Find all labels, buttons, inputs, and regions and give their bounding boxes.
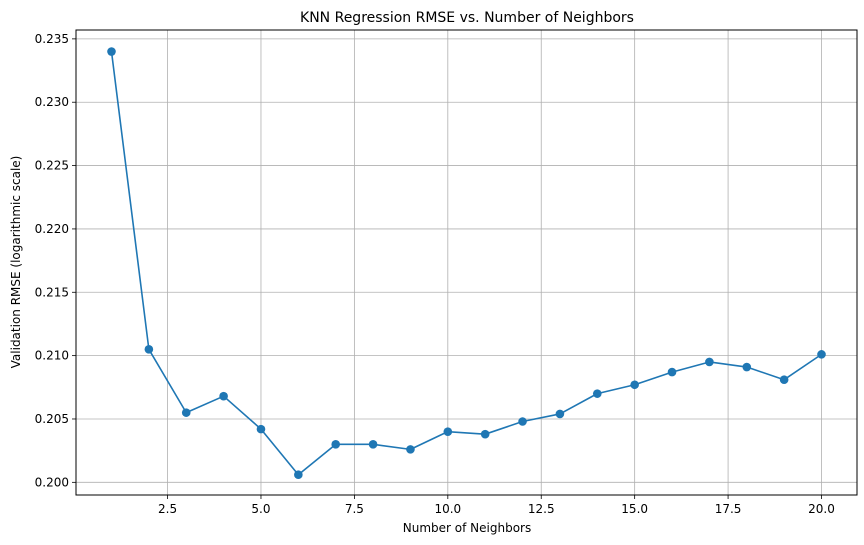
y-tick-label: 0.230 (35, 95, 69, 109)
data-point (518, 417, 527, 426)
data-point (630, 380, 639, 390)
ticks: 2.5 5.0 7.5 10.0 12.5 15.0 17.5 20.0 0.200 0.205 0… (35, 32, 835, 516)
data-point (331, 440, 341, 449)
data-point (817, 350, 826, 359)
y-tick-label: 0.225 (35, 159, 69, 173)
y-tick-label: 0.210 (35, 349, 69, 363)
x-axis-label: Number of Neighbors (403, 521, 531, 535)
y-tick-label: 0.200 (35, 475, 69, 489)
data-point (294, 470, 303, 480)
x-tick-label: 12.5 (528, 502, 555, 516)
data-point (368, 440, 378, 449)
data-point (144, 344, 154, 354)
data-point (443, 427, 453, 436)
data-point (592, 389, 602, 398)
x-tick-label: 5.0 (251, 502, 270, 516)
x-tick-label: 15.0 (621, 502, 648, 516)
data-point (779, 375, 789, 385)
series-line (110, 51, 822, 476)
x-tick-label: 10.0 (434, 502, 461, 516)
y-tick-label: 0.215 (35, 285, 69, 299)
data-point (219, 391, 228, 401)
y-tick-label: 0.205 (35, 412, 69, 426)
data-point (256, 424, 266, 434)
y-tick-label: 0.220 (35, 222, 69, 236)
x-tick-label: 17.5 (715, 502, 742, 516)
x-tick-label: 20.0 (808, 502, 835, 516)
series (107, 47, 826, 480)
data-point (181, 408, 191, 417)
data-point (705, 357, 714, 367)
data-point (742, 362, 752, 372)
chart-title: KNN Regression RMSE vs. Number of Neighb… (300, 10, 634, 26)
data-point (107, 47, 116, 56)
data-point (480, 429, 490, 439)
data-point (667, 367, 677, 377)
x-tick-label: 2.5 (158, 502, 177, 516)
grid (76, 30, 857, 495)
data-point (555, 409, 565, 419)
plot-frame (75, 29, 858, 496)
y-tick-label: 0.235 (35, 32, 69, 46)
y-axis-label: Validation RMSE (logarithmic scale) (9, 156, 23, 369)
x-tick-label: 7.5 (345, 502, 364, 516)
data-point (406, 445, 415, 454)
